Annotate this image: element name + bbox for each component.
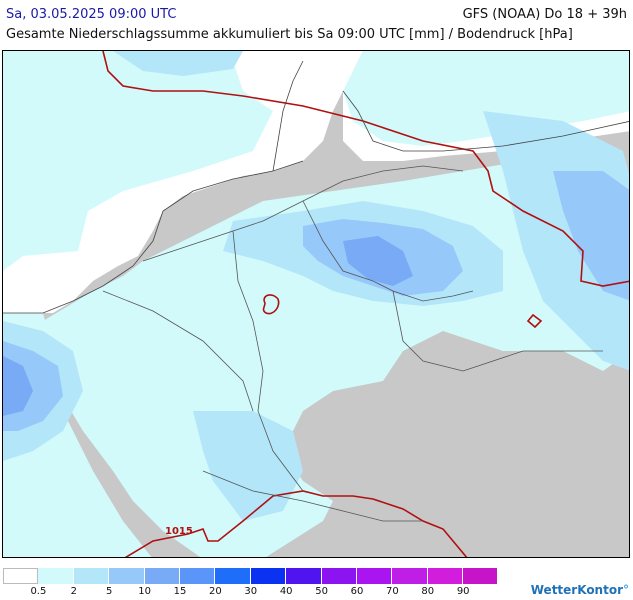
legend-swatch	[73, 568, 110, 584]
legend-swatch	[215, 568, 251, 584]
header-description: Gesamte Niederschlagssumme akkumuliert b…	[6, 27, 573, 42]
legend-tick-label: 80	[421, 586, 435, 597]
legend-swatch	[179, 568, 216, 584]
legend-swatch	[250, 568, 287, 584]
legend-swatch	[286, 568, 322, 584]
precip-2mm	[3, 51, 273, 271]
precipitation-legend	[3, 568, 499, 584]
legend-tick-label: 2	[70, 586, 77, 597]
precip-15mm	[343, 236, 413, 286]
legend-swatch	[144, 568, 180, 584]
legend-swatch	[463, 568, 499, 584]
legend-swatch	[321, 568, 357, 584]
wetterkontor-logo: WetterKontor°	[531, 583, 629, 597]
legend-tick-label: 40	[279, 586, 293, 597]
legend-tick-label: 90	[456, 586, 470, 597]
legend-tick-label: 15	[173, 586, 187, 597]
header-datetime: Sa, 03.05.2025 09:00 UTC	[6, 7, 177, 22]
precip-15mm-west	[3, 356, 33, 416]
isobar-low-small	[262, 294, 280, 315]
precip-5mm-north	[113, 51, 243, 76]
legend-tick-label: 50	[315, 586, 328, 597]
legend-swatch	[38, 568, 74, 584]
legend-swatch	[3, 568, 39, 584]
legend-tick-label: 0.5	[30, 586, 47, 597]
legend-swatch	[392, 568, 428, 584]
map-svg: 1015	[3, 51, 629, 557]
legend-swatch	[356, 568, 393, 584]
isobar-north	[102, 51, 629, 287]
legend-tick-label: 10	[138, 586, 151, 597]
coastline	[3, 60, 629, 314]
isobar-small-east	[526, 313, 543, 329]
legend-tick-label: 5	[106, 586, 113, 597]
legend-swatch	[109, 568, 145, 584]
legend-tick-label: 30	[244, 586, 258, 597]
legend-swatch	[427, 568, 464, 584]
isobar-label-1015: 1015	[165, 526, 193, 537]
precipitation-map: 1015	[2, 50, 630, 558]
precip-10mm-east	[553, 171, 629, 301]
legend-tick-label: 70	[386, 586, 399, 597]
legend-ticks: 0.5 2 5 10 15 20 30 40 50 60 70 80 90	[3, 586, 503, 598]
country-borders	[102, 165, 603, 522]
brand-mark-icon: °	[623, 583, 629, 597]
brand-name: WetterKontor	[530, 583, 623, 597]
header-model-run: GFS (NOAA) Do 18 + 39h	[462, 7, 627, 22]
legend-tick-label: 60	[350, 586, 364, 597]
legend-tick-label: 20	[209, 586, 222, 597]
precip-5mm-south	[193, 411, 303, 521]
